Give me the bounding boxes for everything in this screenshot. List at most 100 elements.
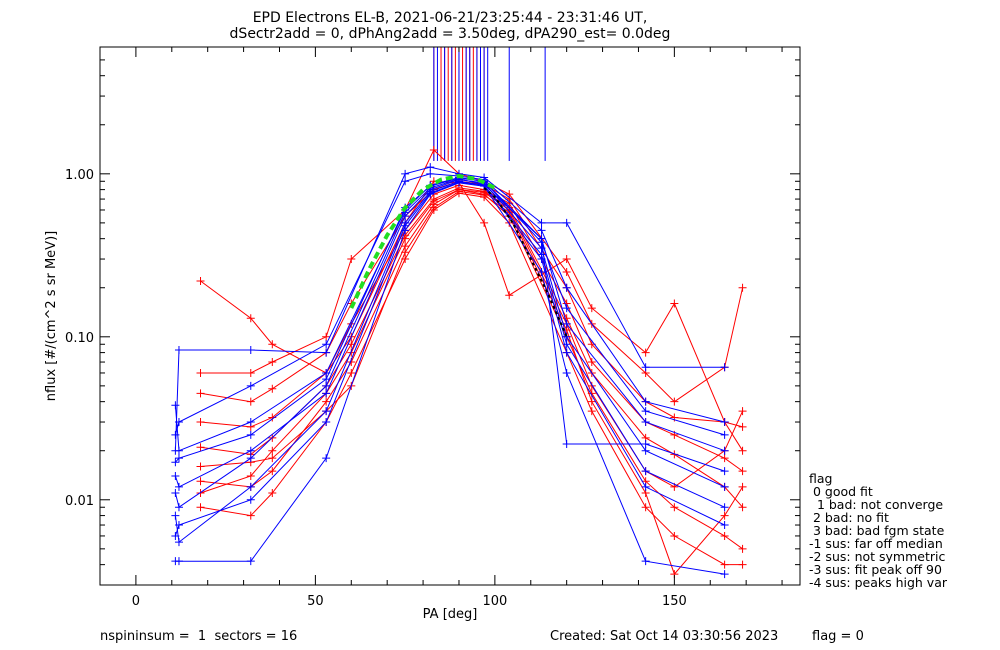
data-point bbox=[246, 368, 255, 377]
data-point bbox=[562, 255, 571, 264]
data-point bbox=[268, 446, 277, 455]
data-point bbox=[322, 397, 331, 406]
data-point bbox=[641, 348, 650, 357]
data-point bbox=[246, 430, 255, 439]
data-point bbox=[322, 381, 331, 390]
data-point bbox=[720, 430, 729, 439]
axes: 0 50 100 150 0.01 0.10 1.00 bbox=[65, 46, 800, 609]
data-point bbox=[401, 169, 410, 178]
data-point bbox=[562, 340, 571, 349]
data-point bbox=[720, 560, 729, 569]
data-point bbox=[720, 454, 729, 463]
data-point bbox=[670, 299, 679, 308]
series-line bbox=[200, 180, 743, 428]
data-point bbox=[171, 458, 180, 467]
data-point bbox=[171, 430, 180, 439]
spike-lines bbox=[433, 47, 546, 161]
data-point bbox=[670, 531, 679, 540]
footer-info: nspininsum = 1 sectors = 16 bbox=[100, 629, 297, 644]
data-point bbox=[641, 363, 650, 372]
x-tick-label: 100 bbox=[482, 594, 507, 609]
data-point bbox=[587, 304, 596, 313]
flag-legend: flag 0 good fit 1 bad: not converge 2 ba… bbox=[809, 471, 948, 590]
data-point bbox=[196, 418, 205, 427]
data-point bbox=[738, 407, 747, 416]
data-point bbox=[537, 267, 546, 276]
data-point bbox=[174, 454, 183, 463]
data-point bbox=[171, 446, 180, 455]
x-tick-label: 150 bbox=[662, 594, 687, 609]
data-point bbox=[426, 169, 435, 178]
series-line bbox=[174, 181, 725, 537]
chart-title: EPD Electrons EL-B, 2021-06-21/23:25:44 … bbox=[253, 10, 648, 26]
data-point bbox=[562, 439, 571, 448]
data-point bbox=[196, 368, 205, 377]
data-point bbox=[196, 462, 205, 471]
data-point bbox=[246, 557, 255, 566]
data-point bbox=[429, 203, 438, 212]
legend-item: -3 sus: fit peak off 90 bbox=[809, 562, 942, 577]
data-point bbox=[174, 557, 183, 566]
data-point bbox=[537, 218, 546, 227]
data-point bbox=[738, 503, 747, 512]
data-point bbox=[401, 221, 410, 230]
data-point bbox=[196, 443, 205, 452]
data-point bbox=[322, 454, 331, 463]
data-point bbox=[720, 511, 729, 520]
data-point bbox=[246, 446, 255, 455]
data-point bbox=[322, 407, 331, 416]
data-point bbox=[246, 471, 255, 480]
data-point bbox=[268, 358, 277, 367]
data-point bbox=[174, 418, 183, 427]
data-point bbox=[587, 358, 596, 367]
data-point bbox=[562, 267, 571, 276]
data-point bbox=[641, 407, 650, 416]
data-point bbox=[246, 381, 255, 390]
data-point bbox=[246, 397, 255, 406]
data-point bbox=[322, 348, 331, 357]
data-point bbox=[641, 503, 650, 512]
data-point bbox=[171, 511, 180, 520]
data-point bbox=[505, 291, 514, 300]
data-point bbox=[454, 187, 463, 196]
data-point bbox=[174, 482, 183, 491]
legend-item: 1 bad: not converge bbox=[809, 497, 943, 512]
fit-curves bbox=[349, 173, 568, 338]
legend-item: -1 sus: far off median bbox=[809, 536, 943, 551]
data-point bbox=[426, 189, 435, 198]
data-point bbox=[426, 163, 435, 172]
data-point bbox=[587, 407, 596, 416]
y-tick-label: 1.00 bbox=[65, 168, 94, 183]
data-point bbox=[738, 283, 747, 292]
data-point bbox=[641, 557, 650, 566]
x-tick-label: 50 bbox=[307, 594, 324, 609]
data-point bbox=[641, 418, 650, 427]
data-point bbox=[268, 489, 277, 498]
data-point bbox=[171, 401, 180, 410]
data-point bbox=[322, 340, 331, 349]
data-point bbox=[347, 255, 356, 264]
data-point bbox=[562, 332, 571, 341]
model-curve bbox=[483, 187, 568, 338]
data-point bbox=[196, 477, 205, 486]
data-point bbox=[171, 531, 180, 540]
data-point bbox=[720, 521, 729, 530]
data-point bbox=[454, 178, 463, 187]
data-point bbox=[268, 467, 277, 476]
series-line bbox=[200, 192, 743, 566]
footer-created: Created: Sat Oct 14 03:30:56 2023 bbox=[550, 629, 778, 644]
data-point bbox=[480, 218, 489, 227]
data-point bbox=[562, 368, 571, 377]
data-point bbox=[246, 345, 255, 354]
x-tick-label: 0 bbox=[132, 594, 140, 609]
legend-item: 3 bad: bad fgm state bbox=[809, 523, 945, 538]
data-point bbox=[246, 454, 255, 463]
data-point bbox=[174, 503, 183, 512]
chart-subtitle: dSectr2add = 0, dPhAng2add = 3.50deg, dP… bbox=[230, 26, 671, 42]
data-point bbox=[246, 495, 255, 504]
footer-flag: flag = 0 bbox=[812, 629, 864, 644]
x-axis-label: PA [deg] bbox=[423, 607, 478, 622]
plot-frame bbox=[99, 46, 801, 586]
fit-curve bbox=[349, 173, 496, 309]
